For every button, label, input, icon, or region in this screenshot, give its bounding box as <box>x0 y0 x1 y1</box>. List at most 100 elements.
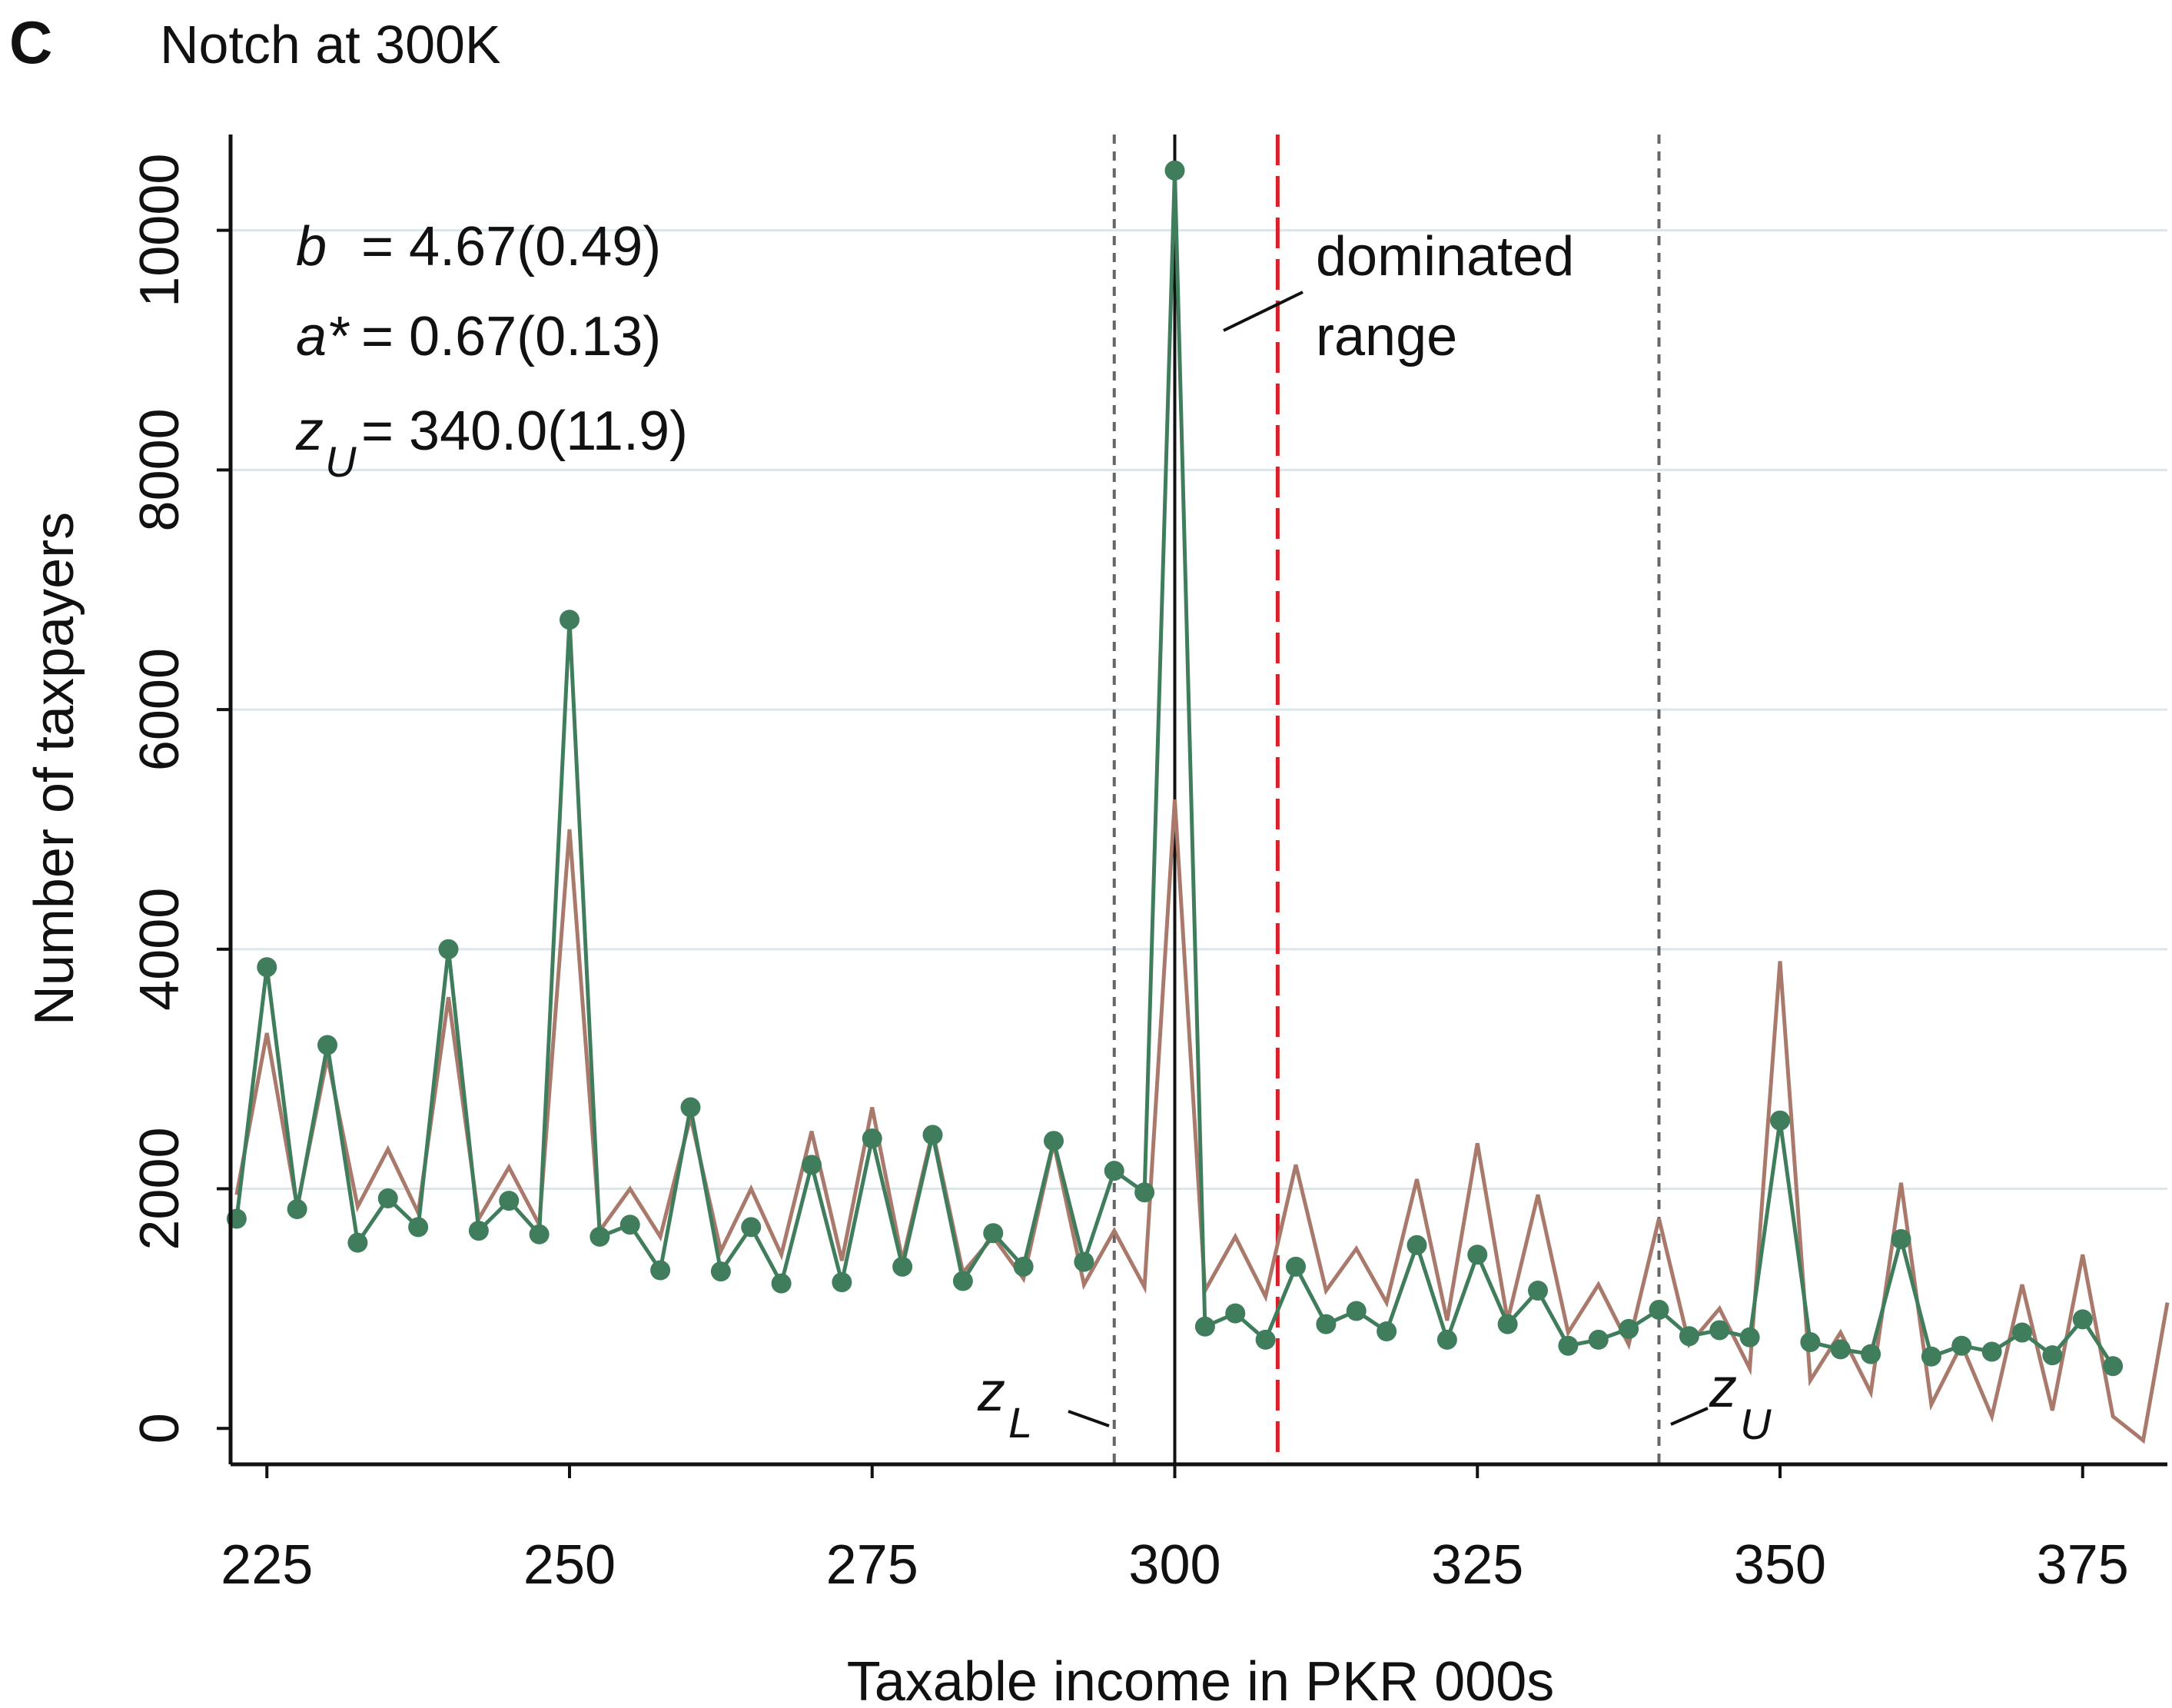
observed-point <box>1377 1321 1397 1341</box>
x-tick-label: 350 <box>1734 1534 1826 1596</box>
observed-point <box>983 1223 1004 1244</box>
observed-point <box>2072 1309 2093 1330</box>
y-tick-label: 0 <box>129 1413 191 1444</box>
observed-point <box>560 610 580 630</box>
x-tick-label: 300 <box>1128 1534 1221 1596</box>
observed-point <box>862 1128 882 1149</box>
observed-point <box>529 1224 550 1244</box>
observed-point <box>1467 1244 1488 1265</box>
observed-point <box>1346 1301 1367 1321</box>
estimates-annotation: b = 4.67(0.49) a* = 0.67(0.13) z U = 340… <box>295 216 688 486</box>
observed-point <box>2012 1322 2032 1343</box>
observed-point <box>1921 1346 1941 1367</box>
z-lower-subscript: L <box>1008 1398 1032 1447</box>
observed-point <box>1951 1335 1972 1356</box>
observed-point <box>2103 1356 2124 1377</box>
estimate-a-value: = 0.67(0.13) <box>361 306 661 367</box>
y-tick-label: 4000 <box>129 888 191 1011</box>
observed-point <box>499 1191 520 1211</box>
estimate-zu-subscript: U <box>325 437 357 486</box>
observed-point <box>922 1125 943 1145</box>
y-tick-label: 8000 <box>129 408 191 531</box>
x-tick-label: 250 <box>523 1534 616 1596</box>
observed-point <box>650 1260 671 1281</box>
observed-point <box>1104 1161 1124 1181</box>
observed-point <box>1225 1303 1246 1324</box>
observed-point <box>1436 1329 1457 1350</box>
dominated-range-annotation: dominated range <box>1223 226 1574 367</box>
observed-point <box>1044 1131 1064 1151</box>
dominated-range-label-1: dominated <box>1316 226 1574 287</box>
observed-point <box>1981 1341 2002 1362</box>
observed-point <box>1134 1182 1155 1203</box>
x-ticks: 225 250 275 300 325 350 375 <box>221 1464 2129 1596</box>
estimate-b-symbol: b <box>296 216 327 277</box>
observed-point <box>1649 1299 1669 1320</box>
observed-point <box>1800 1332 1821 1353</box>
observed-point <box>832 1272 852 1293</box>
estimate-zu-value: = 340.0(11.9) <box>361 400 688 462</box>
z-lower-label: z <box>977 1361 1005 1423</box>
observed-point <box>1406 1234 1427 1255</box>
observed-point <box>377 1188 398 1208</box>
y-tick-label: 6000 <box>129 648 191 771</box>
observed-point <box>952 1271 973 1291</box>
counterfactual-line <box>234 799 2170 1444</box>
observed-point <box>619 1215 640 1235</box>
axes <box>228 135 2167 1467</box>
observed-point <box>1739 1327 1760 1347</box>
observed-point <box>1709 1320 1730 1341</box>
z-lower-annotation: z L <box>977 1361 1110 1447</box>
observed-point <box>802 1155 822 1175</box>
dominated-range-pointer <box>1223 291 1304 332</box>
observed-point <box>438 939 459 959</box>
x-tick-label: 325 <box>1431 1534 1523 1596</box>
observed-point <box>892 1256 913 1277</box>
observed-point <box>468 1221 489 1241</box>
observed-point <box>1528 1281 1548 1301</box>
observed-point <box>317 1035 337 1055</box>
z-upper-subscript: U <box>1740 1400 1772 1448</box>
observed-point <box>408 1217 429 1238</box>
observed-point <box>1891 1228 1911 1249</box>
panel-title: Notch at 300K <box>160 15 501 75</box>
observed-point <box>1770 1110 1790 1131</box>
observed-point <box>741 1217 762 1238</box>
series-counterfactual <box>234 799 2170 1444</box>
x-axis-label: Taxable income in PKR 000s <box>847 1651 1555 1708</box>
observed-point <box>1194 1316 1215 1337</box>
x-tick-label: 225 <box>221 1534 313 1596</box>
observed-point <box>680 1097 701 1118</box>
observed-point <box>2042 1345 2063 1366</box>
y-tick-label: 2000 <box>129 1127 191 1250</box>
observed-point <box>1286 1256 1306 1277</box>
z-upper-annotation: z U <box>1670 1357 1772 1448</box>
observed-point <box>1316 1314 1337 1334</box>
panel-letter: C <box>9 8 52 76</box>
estimate-zu-symbol: z <box>295 400 324 462</box>
estimate-a-symbol: a* <box>296 306 350 367</box>
observed-point <box>1497 1314 1518 1334</box>
observed-point <box>1074 1251 1094 1272</box>
y-tick-label: 10000 <box>129 154 191 307</box>
observed-point <box>1679 1326 1699 1347</box>
observed-point <box>1861 1344 1881 1364</box>
observed-point <box>1588 1329 1609 1350</box>
observed-point <box>589 1226 610 1247</box>
dominated-range-label-2: range <box>1316 306 1457 367</box>
observed-point <box>1830 1339 1851 1360</box>
observed-point <box>710 1261 731 1282</box>
observed-point <box>287 1199 307 1220</box>
z-upper-label: z <box>1709 1357 1737 1419</box>
x-tick-label: 275 <box>826 1534 918 1596</box>
x-tick-label: 375 <box>2037 1534 2129 1596</box>
observed-point <box>1619 1318 1639 1339</box>
observed-point <box>1164 160 1185 181</box>
observed-point <box>1255 1329 1276 1350</box>
y-ticks: 0 2000 4000 6000 8000 10000 <box>129 154 231 1444</box>
observed-point <box>347 1232 368 1253</box>
observed-point <box>257 957 277 978</box>
observed-point <box>771 1273 792 1294</box>
y-axis-label: Number of taxpayers <box>24 512 85 1025</box>
